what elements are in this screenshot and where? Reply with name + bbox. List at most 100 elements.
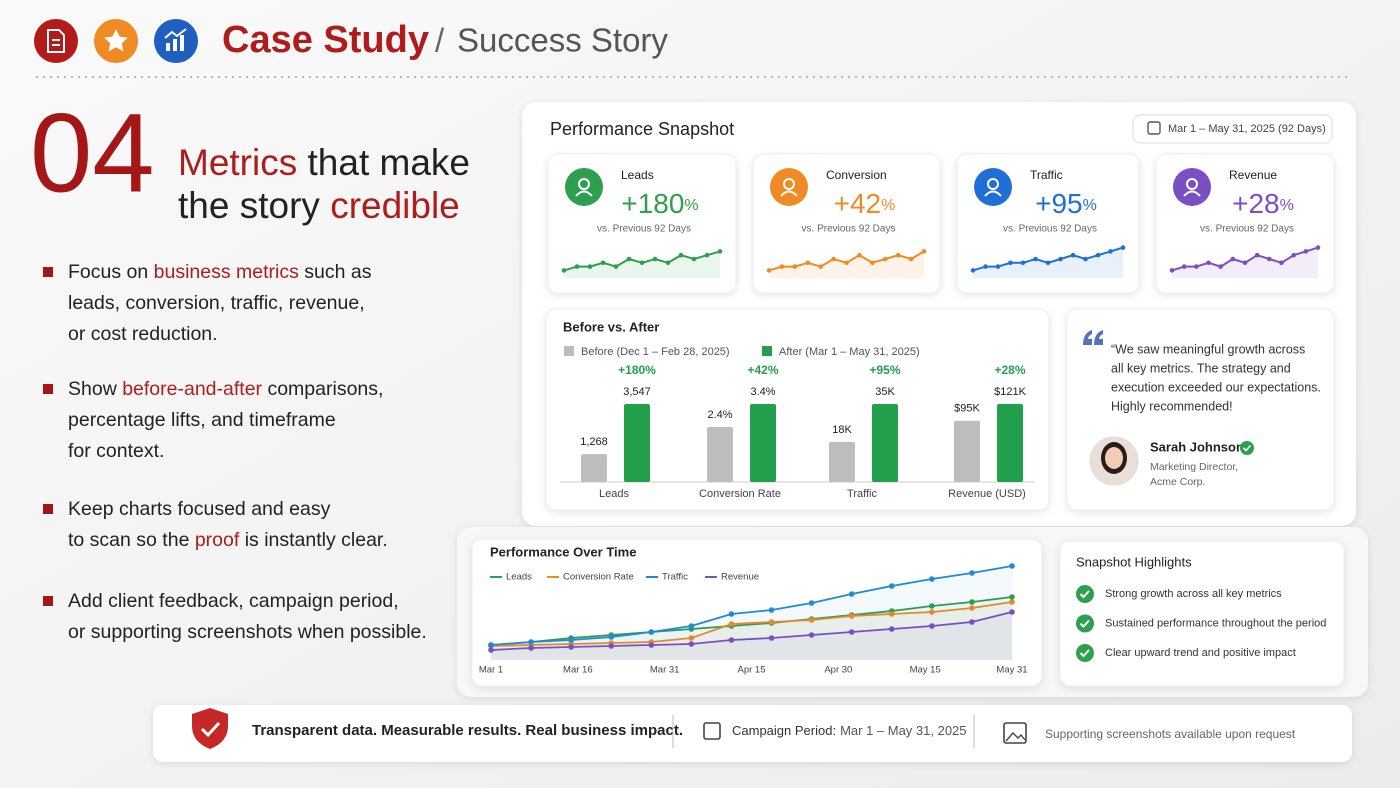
kpi-icon-glyph xyxy=(1186,178,1198,190)
line-point xyxy=(568,644,574,650)
sparkline-point xyxy=(1315,245,1321,250)
x-tick-label: May 15 xyxy=(910,665,941,676)
bullet-line: Focus on business metrics such as xyxy=(68,261,372,283)
text-segment: before-and-after xyxy=(122,378,262,400)
line-point xyxy=(808,632,815,638)
sparkline-point xyxy=(1033,256,1038,262)
period-label: Campaign Period: xyxy=(732,723,836,738)
bullet-marker xyxy=(43,596,53,606)
quote-icon xyxy=(1083,330,1103,345)
sparkline-point xyxy=(1279,260,1284,266)
bar xyxy=(750,404,776,482)
line-point xyxy=(608,643,615,649)
heading-line: the story credible xyxy=(178,185,460,226)
text-segment: business metrics xyxy=(154,261,299,283)
person-name: Sarah Johnson xyxy=(1150,439,1244,454)
person-role: Marketing Director, xyxy=(1150,461,1238,473)
kpi-change-value: +180 xyxy=(621,188,684,219)
heading-line: Metrics that make xyxy=(178,142,470,183)
bar-value-label: $95K xyxy=(954,403,980,415)
sparkline-point xyxy=(1230,256,1236,262)
sparkline-point xyxy=(1058,256,1063,262)
sparkline-point xyxy=(805,260,811,266)
kpi-change-value: +42 xyxy=(834,188,882,219)
line-point xyxy=(929,576,935,582)
line-point xyxy=(608,634,615,640)
x-tick-label: Mar 16 xyxy=(563,665,593,676)
line-point xyxy=(1009,599,1015,605)
bar xyxy=(997,404,1023,482)
bar xyxy=(581,454,607,482)
verified-icon xyxy=(1240,441,1254,455)
x-tick-label: Apr 30 xyxy=(824,665,852,676)
sparkline-point xyxy=(1045,260,1051,266)
kpi-icon xyxy=(565,168,603,206)
line-point xyxy=(888,611,895,617)
sparkline-point xyxy=(792,264,798,269)
legend-label: After (Mar 1 – May 31, 2025) xyxy=(779,346,920,358)
kpi-change-value: +95 xyxy=(1035,188,1083,219)
bullet-line: or supporting screenshots when possible. xyxy=(68,621,427,643)
line-point xyxy=(1009,594,1015,600)
line-area xyxy=(491,612,1012,660)
line-point xyxy=(969,605,975,611)
sparkline-point xyxy=(844,260,849,266)
sparkline-point xyxy=(857,252,862,258)
line xyxy=(490,596,1013,646)
kpi-change: +42% xyxy=(834,188,896,219)
text-segment: credible xyxy=(330,185,460,226)
check-mark xyxy=(1079,649,1090,658)
highlight-item: Clear upward trend and positive impact xyxy=(1105,647,1296,659)
kpi-change-unit: % xyxy=(1280,197,1294,214)
image-icon-glyph xyxy=(1005,731,1026,742)
bar-value-label: $121K xyxy=(994,386,1026,398)
bullet-marker xyxy=(43,384,53,394)
highlight-item: Strong growth across all key metrics xyxy=(1105,588,1282,600)
check-mark xyxy=(1079,590,1090,599)
text-segment: Show xyxy=(68,378,122,400)
bar-value-label: 3,547 xyxy=(623,386,651,398)
line-point xyxy=(929,623,935,629)
sparkline-point xyxy=(1181,264,1187,269)
bar-value-label: 3.4% xyxy=(750,386,775,398)
lift-label: +28% xyxy=(994,363,1025,377)
tagline: Transparent data. Measurable results. Re… xyxy=(252,722,683,739)
line-point xyxy=(528,639,534,645)
text-segment: Add client feedback, campaign period, xyxy=(68,590,399,612)
kpi-label: Leads xyxy=(621,168,654,182)
snapshot-title: Performance Snapshot xyxy=(550,119,734,139)
line-point xyxy=(488,642,494,648)
line-point xyxy=(969,619,975,625)
sparkline-point xyxy=(639,260,645,266)
footer-bar xyxy=(153,705,1352,762)
icon-growth xyxy=(154,19,198,63)
legend-label: Before (Dec 1 – Feb 28, 2025) xyxy=(581,346,730,358)
sparkline-point xyxy=(779,264,785,269)
line-point xyxy=(969,570,975,576)
legend-label: Leads xyxy=(506,572,532,583)
kpi-change-unit: % xyxy=(881,197,895,214)
line-point xyxy=(688,641,695,647)
chart-title: Performance Over Time xyxy=(490,544,636,559)
kpi-change-unit: % xyxy=(1083,197,1097,214)
kpi-icon xyxy=(770,168,808,206)
line xyxy=(490,565,1013,646)
campaign-period: Campaign Period: Mar 1 – May 31, 2025 xyxy=(732,723,967,738)
bar xyxy=(829,441,855,482)
line-point xyxy=(848,613,855,619)
sparkline-point xyxy=(1108,249,1113,254)
highlight-item: Sustained performance throughout the per… xyxy=(1105,617,1326,629)
bullet-line: for context. xyxy=(68,440,164,462)
kpi-label: Traffic xyxy=(1030,168,1063,182)
sparkline-point xyxy=(1206,260,1211,266)
text-segment: for context. xyxy=(68,440,164,462)
line-point xyxy=(528,645,534,651)
kpi-change-unit: % xyxy=(684,197,698,214)
legend-label: Revenue xyxy=(721,572,759,583)
sparkline-point xyxy=(921,249,927,254)
line-point xyxy=(929,609,935,615)
text-segment: Focus on xyxy=(68,261,154,283)
line-point xyxy=(1009,563,1015,569)
bar xyxy=(954,420,980,482)
